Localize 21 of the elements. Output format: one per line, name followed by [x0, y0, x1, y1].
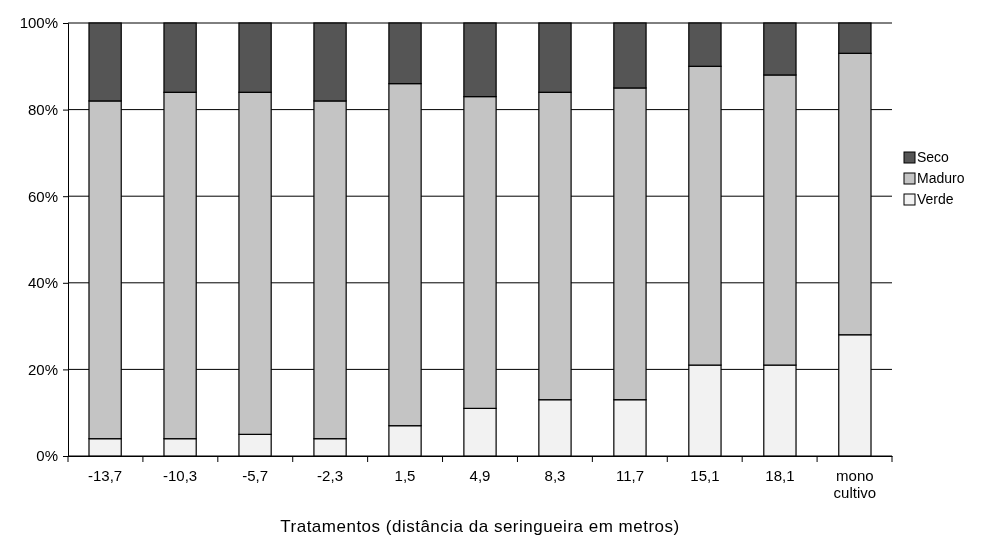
x-tick-label: 4,9 [469, 466, 491, 484]
x-tick-label: 11,7 [615, 466, 644, 484]
y-tick-label: 100% [19, 14, 58, 32]
x-tick-label: -10,3 [162, 466, 198, 484]
legend-label: Seco [917, 149, 950, 165]
y-tick-label: 80% [27, 100, 58, 118]
legend-label: Verde [917, 191, 954, 207]
x-tick-label: 8,3 [544, 466, 566, 484]
x-axis-title: Tratamentos (distância da seringueira em metros) [280, 517, 680, 536]
x-tick-label: 1,5 [394, 466, 416, 484]
x-tick-label: 15,1 [690, 466, 720, 484]
x-tick-label: -13,7 [88, 466, 123, 484]
y-tick-label: 20% [27, 360, 58, 378]
legend-label: Maduro [917, 170, 965, 186]
y-tick-label: 60% [27, 187, 58, 205]
y-tick-label: 40% [27, 274, 58, 292]
x-tick-label: -5,7 [242, 466, 268, 484]
x-tick-label: -2,3 [317, 466, 343, 484]
x-tick-label: 18,1 [765, 466, 795, 484]
x-tick-label: mono cultivo [833, 466, 877, 501]
y-tick-label: 0% [36, 447, 58, 465]
